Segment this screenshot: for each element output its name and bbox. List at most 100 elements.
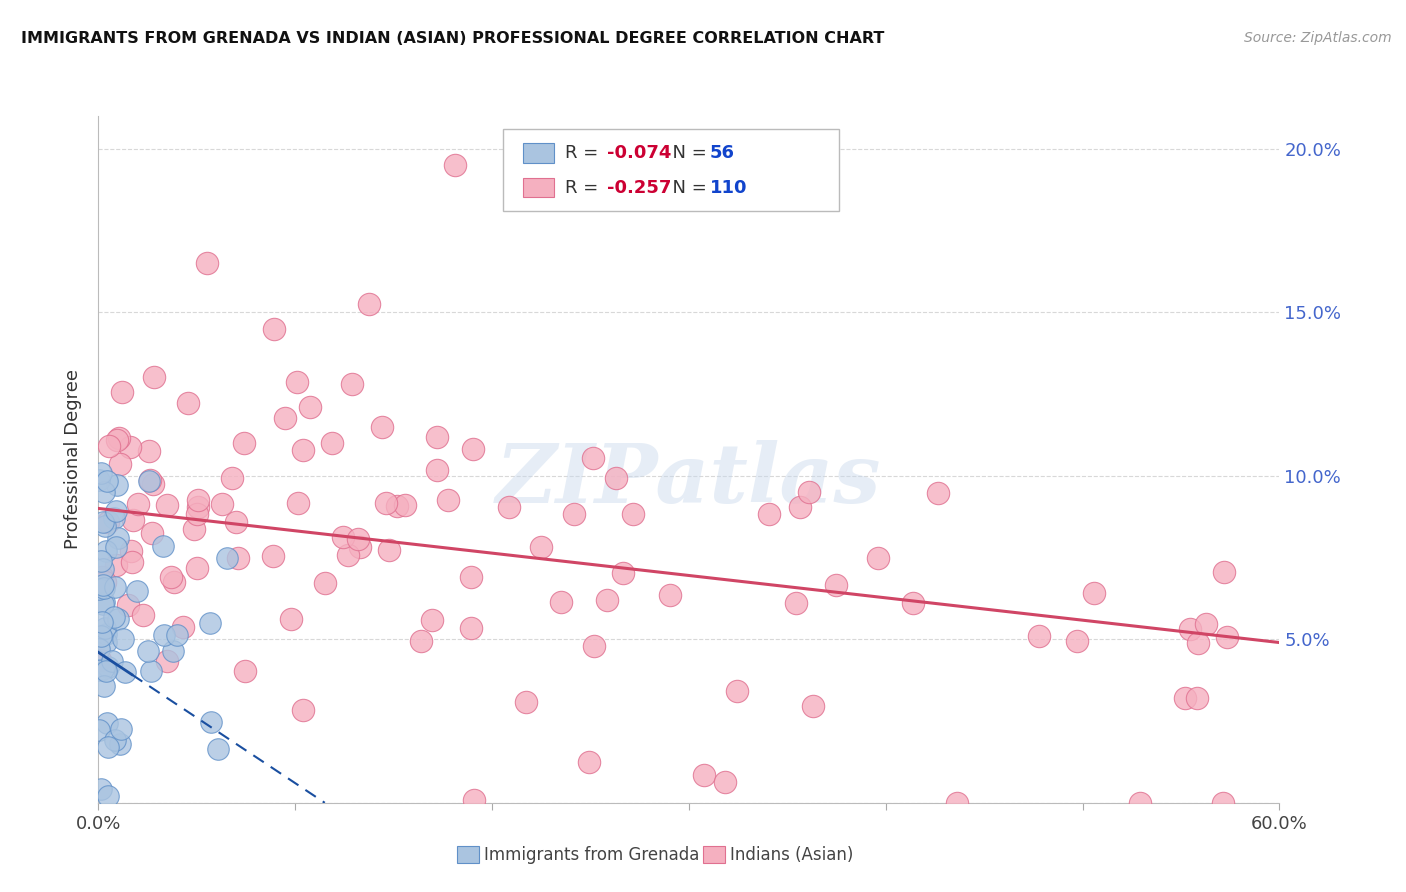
Point	[141, 525, 163, 540]
Point	[125, 583, 148, 598]
Point	[426, 463, 449, 477]
Point	[337, 549, 360, 563]
Text: Indians (Asian): Indians (Asian)	[730, 846, 853, 863]
Point	[96, 474, 118, 488]
Point	[94, 575, 117, 590]
Point	[127, 497, 149, 511]
Point	[1212, 796, 1234, 810]
Point	[233, 664, 256, 678]
Point	[101, 654, 124, 668]
Point	[97, 789, 120, 804]
Point	[1083, 586, 1105, 600]
Point	[94, 621, 117, 635]
Point	[93, 484, 115, 499]
Point	[550, 595, 572, 609]
Point	[285, 375, 308, 389]
Point	[797, 484, 820, 499]
Text: 110: 110	[710, 178, 748, 196]
Point	[444, 158, 467, 172]
Point	[1129, 796, 1152, 810]
Point	[578, 755, 600, 769]
Point	[515, 695, 537, 709]
Point	[437, 493, 460, 508]
Point	[97, 660, 120, 674]
Point	[461, 442, 484, 457]
Text: -0.074: -0.074	[607, 145, 672, 162]
Point	[274, 411, 297, 425]
Point	[1028, 629, 1050, 643]
Point	[94, 518, 117, 533]
Point	[321, 435, 343, 450]
Point	[108, 737, 131, 751]
Point	[94, 626, 117, 640]
Point	[605, 471, 627, 485]
Point	[374, 496, 396, 510]
Point	[91, 570, 114, 584]
Point	[138, 474, 160, 488]
Text: N =: N =	[661, 178, 713, 196]
Point	[187, 500, 209, 515]
Point	[460, 570, 482, 584]
Point	[120, 441, 142, 455]
Point	[90, 466, 112, 480]
Text: 56: 56	[710, 145, 735, 162]
Point	[211, 497, 233, 511]
Text: Immigrants from Grenada: Immigrants from Grenada	[484, 846, 699, 863]
Point	[163, 574, 186, 589]
Point	[801, 699, 824, 714]
Point	[105, 558, 128, 572]
Point	[104, 733, 127, 747]
Point	[89, 474, 111, 488]
Point	[153, 627, 176, 641]
Point	[91, 597, 114, 611]
Point	[226, 551, 249, 566]
Point	[108, 431, 131, 445]
Point	[117, 598, 139, 612]
Text: R =: R =	[565, 145, 605, 162]
Point	[162, 644, 184, 658]
Point	[221, 471, 243, 485]
Point	[409, 633, 432, 648]
Point	[142, 477, 165, 491]
Point	[426, 430, 449, 444]
Point	[225, 515, 247, 529]
Point	[1216, 630, 1239, 644]
Point	[104, 580, 127, 594]
Point	[498, 500, 520, 514]
Point	[612, 566, 634, 580]
Point	[120, 544, 142, 558]
Point	[1195, 616, 1218, 631]
Text: IMMIGRANTS FROM GRENADA VS INDIAN (ASIAN) PROFESSIONAL DEGREE CORRELATION CHART: IMMIGRANTS FROM GRENADA VS INDIAN (ASIAN…	[21, 31, 884, 46]
Point	[186, 507, 208, 521]
Point	[714, 775, 737, 789]
Point	[91, 515, 114, 529]
Point	[139, 473, 162, 487]
Point	[198, 616, 221, 631]
Point	[111, 385, 134, 400]
Point	[103, 511, 125, 525]
Point	[1066, 633, 1088, 648]
Point	[93, 679, 115, 693]
Point	[342, 376, 364, 391]
Point	[97, 739, 120, 754]
Point	[371, 419, 394, 434]
Point	[263, 321, 285, 335]
Point	[156, 654, 179, 668]
Point	[93, 595, 115, 609]
Point	[112, 632, 135, 647]
Point	[291, 442, 314, 457]
Point	[1180, 622, 1202, 636]
Point	[91, 615, 114, 629]
Text: ZIPatlas: ZIPatlas	[496, 440, 882, 520]
Point	[349, 540, 371, 554]
Point	[143, 370, 166, 384]
Point	[187, 493, 209, 508]
Point	[785, 596, 807, 610]
Point	[97, 515, 120, 529]
Text: -0.257: -0.257	[607, 178, 672, 196]
Point	[394, 498, 416, 512]
Point	[107, 531, 129, 545]
Point	[160, 570, 183, 584]
Point	[232, 436, 254, 450]
Point	[659, 588, 682, 602]
